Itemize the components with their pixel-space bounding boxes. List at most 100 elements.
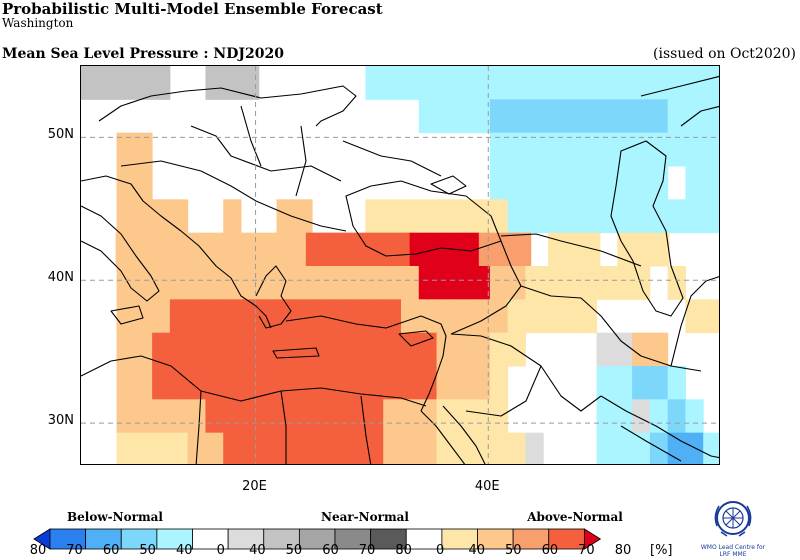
grid-cell (116, 432, 135, 464)
map-panel (80, 65, 720, 465)
near-normal-label: Near-Normal (320, 510, 409, 524)
grid-cell (81, 66, 100, 100)
grid-cell (543, 66, 562, 100)
grid-cell (496, 232, 514, 267)
grid-cell (525, 299, 544, 334)
grid-cell (134, 66, 153, 100)
graticule (81, 66, 719, 464)
border-d (500, 233, 642, 267)
grid-cell (116, 399, 135, 434)
grid-cell (365, 432, 384, 464)
chart-title: Probabilistic Multi-Model Ensemble Forec… (2, 0, 383, 18)
grid-cell (134, 266, 153, 300)
wmo-logo: WMO Lead Centre for LRF MME (700, 496, 766, 560)
grid-cell (152, 366, 171, 400)
grid-cell (401, 299, 420, 334)
grid-cell (489, 432, 509, 464)
grid-cell (329, 332, 349, 367)
legend-tick-label: 60 (102, 543, 120, 558)
grid-cell (582, 232, 601, 267)
grid-cell (436, 299, 455, 334)
grid-cell (489, 332, 509, 367)
grid-cell (543, 99, 562, 134)
grid-cell (223, 266, 242, 300)
grid-cell (649, 132, 669, 167)
grid-cell (116, 199, 135, 234)
logo-caption-line1: WMO Lead Centre for (700, 544, 766, 551)
red-sea (420, 405, 486, 464)
grid-cell (472, 299, 491, 334)
grid-cell (329, 366, 349, 400)
grid-cell (187, 332, 206, 367)
grid-cell (454, 299, 473, 334)
grid-cell (614, 199, 633, 234)
grid-cell (461, 232, 480, 267)
grid-cell (649, 199, 669, 234)
grid-cell (489, 366, 509, 400)
grid-cell (276, 299, 295, 334)
turkey-south-coast (285, 315, 447, 337)
grid-cell (365, 66, 384, 100)
grid-cell (241, 332, 260, 367)
grid-cell (543, 299, 562, 334)
grid-cell (258, 366, 278, 400)
levant-coast (420, 335, 447, 412)
grid-cell (132, 232, 151, 267)
grid-cell (418, 366, 438, 400)
persian-gulf (600, 395, 719, 462)
grid-cell (525, 132, 544, 167)
grid-cell (507, 166, 526, 200)
grid-cell (169, 299, 189, 334)
grid-cell (685, 299, 704, 334)
grid-cell (134, 332, 153, 367)
border-l (195, 390, 202, 464)
grid-cell (436, 99, 455, 134)
grid-cell (472, 99, 491, 134)
grid-cell (294, 299, 313, 334)
grid-cell (596, 366, 615, 400)
grid-cell (472, 332, 491, 367)
grid-cell (223, 66, 242, 100)
grid-cell (329, 432, 349, 464)
grid-cell (543, 199, 562, 234)
grid-cell (134, 299, 153, 334)
grid-cell (294, 266, 313, 300)
grid-cell (632, 199, 651, 234)
grid-cell (340, 232, 359, 267)
grid-cell (418, 399, 438, 434)
grid-cell (116, 166, 135, 200)
grid-cell (347, 332, 366, 367)
grid-cell (649, 166, 669, 200)
legend-arrow-right (583, 528, 602, 550)
grid-cell (543, 166, 562, 200)
grid-cell (323, 232, 341, 267)
grid-cell (294, 399, 313, 434)
grid-cell (365, 199, 384, 234)
grid-cell (241, 432, 260, 464)
grid-cell (383, 66, 402, 100)
grid-cell (365, 366, 384, 400)
legend-tick-label: 80 (29, 543, 47, 558)
grid-cell (614, 166, 633, 200)
grid-cell (294, 432, 313, 464)
grid-cell (169, 199, 189, 234)
grid-cell (507, 299, 526, 334)
grid-cell (152, 66, 171, 100)
lon-tick-label: 40E (474, 479, 500, 494)
grid-cell (223, 399, 242, 434)
above-normal-label: Above-Normal (527, 510, 623, 524)
probability-cells (81, 66, 719, 464)
grid-cell (383, 332, 402, 367)
logo-caption-line2: LRF MME (719, 551, 747, 558)
grid-cell (116, 66, 135, 100)
grid-cell (169, 332, 189, 367)
border-b (120, 160, 347, 232)
border-h (465, 365, 542, 417)
grid-cell (392, 232, 411, 267)
sicily (110, 305, 144, 325)
grid-cell (205, 332, 224, 367)
grid-cell (152, 399, 171, 434)
grid-cell (305, 232, 324, 267)
grid-cell (167, 232, 186, 267)
grid-cell (685, 399, 704, 434)
